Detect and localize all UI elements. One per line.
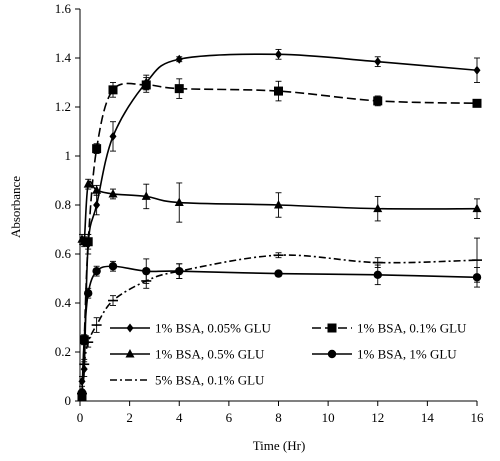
legend-label: 1% BSA, 1% GLU	[357, 347, 457, 362]
data-point	[275, 49, 282, 59]
data-point	[274, 200, 283, 209]
data-point	[373, 96, 383, 106]
series-line	[81, 180, 478, 247]
x-tick-label: 6	[226, 410, 233, 425]
data-point	[83, 237, 93, 247]
series-4	[77, 258, 482, 397]
data-point	[141, 191, 151, 200]
series-1	[78, 48, 481, 387]
y-tick-label: 1.4	[55, 50, 72, 65]
y-tick-label: 1.2	[55, 99, 71, 114]
y-tick-label: 0.8	[55, 197, 71, 212]
series-layer	[76, 48, 482, 401]
data-point	[109, 131, 117, 141]
x-tick-label: 8	[275, 410, 282, 425]
series-3	[77, 178, 482, 248]
x-tick-label: 2	[126, 410, 133, 425]
legend-marker	[327, 323, 337, 333]
y-tick-label: 0.4	[55, 295, 72, 310]
y-tick-label: 1.6	[55, 1, 72, 16]
y-tick-label: 0	[65, 393, 72, 408]
x-tick-label: 0	[77, 410, 84, 425]
data-point	[79, 236, 89, 246]
data-point	[472, 203, 482, 213]
legend-item-1: 1% BSA, 0.05% GLU	[110, 321, 272, 336]
legend-marker	[327, 349, 337, 359]
legend-marker	[125, 349, 135, 358]
x-tick-label: 14	[421, 410, 435, 425]
data-point	[141, 80, 151, 90]
data-point	[108, 262, 118, 271]
data-point	[374, 57, 382, 67]
x-tick-label: 16	[471, 410, 485, 425]
legend: 1% BSA, 0.05% GLU 1% BSA, 0.1% GLU 1% BSA,…	[110, 321, 467, 388]
legend-item-4: 1% BSA, 1% GLU	[312, 347, 457, 362]
data-point	[92, 185, 102, 194]
legend-label: 5% BSA, 0.1% GLU	[155, 373, 265, 388]
y-tick-label: 1	[65, 148, 72, 163]
legend-item-2: 1% BSA, 0.1% GLU	[312, 321, 467, 336]
data-point	[93, 200, 101, 210]
series-line	[81, 265, 478, 393]
y-tick-label: 0.2	[55, 344, 71, 359]
legend-item-3: 1% BSA, 0.5% GLU	[110, 347, 265, 362]
data-point	[373, 203, 383, 213]
legend-marker	[126, 323, 134, 333]
legend-label: 1% BSA, 0.5% GLU	[155, 347, 265, 362]
data-point	[108, 188, 118, 198]
x-tick-label: 12	[371, 410, 384, 425]
data-point	[274, 269, 283, 278]
data-point	[83, 179, 93, 188]
data-point	[274, 86, 283, 96]
data-point	[175, 54, 183, 64]
data-point	[472, 98, 482, 108]
x-tick-label: 10	[322, 410, 335, 425]
data-point	[92, 266, 101, 276]
data-point	[108, 85, 118, 95]
x-axis-title: Time (Hr)	[253, 438, 306, 453]
data-point	[473, 65, 481, 75]
y-tick-label: 0.6	[55, 246, 72, 261]
data-point	[373, 270, 382, 280]
data-point	[83, 289, 93, 298]
series-5	[76, 237, 482, 397]
legend-item-5: 5% BSA, 0.1% GLU	[110, 373, 265, 388]
legend-label: 1% BSA, 0.1% GLU	[357, 321, 467, 336]
axes: 0 0.2 0.4 0.6 0.8 1 1.2 1.4 1.6 0 2 4 6 8 10 12 14 16	[55, 1, 484, 425]
data-point	[174, 84, 184, 94]
data-point	[92, 144, 102, 154]
x-tick-label: 4	[176, 410, 183, 425]
y-axis-title: Absorbance	[8, 176, 23, 238]
legend-label: 1% BSA, 0.05% GLU	[155, 321, 272, 336]
data-point	[174, 197, 184, 207]
series-line	[81, 82, 478, 397]
